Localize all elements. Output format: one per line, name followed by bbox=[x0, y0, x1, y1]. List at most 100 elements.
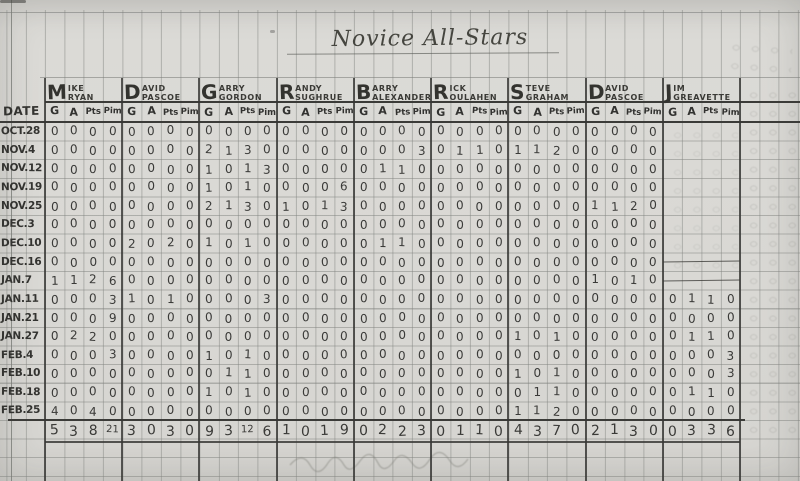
empty-cell bbox=[663, 234, 682, 253]
total-cell: 1 bbox=[450, 420, 469, 441]
stat-cell: 0 bbox=[373, 215, 392, 234]
stat-cell: 0 bbox=[45, 290, 64, 309]
stat-cell: 1 bbox=[547, 327, 566, 346]
player-first-name: ARRY bbox=[372, 84, 399, 93]
stat-value: 0 bbox=[552, 218, 561, 233]
stat-value: 0 bbox=[571, 253, 581, 269]
stat-cell: 0 bbox=[142, 197, 161, 216]
stat-cell: 0 bbox=[431, 122, 450, 141]
stat-value: 0 bbox=[707, 367, 715, 382]
stat-value: 0 bbox=[610, 142, 619, 157]
stat-cell: 1 bbox=[199, 383, 218, 402]
stat-value: 2 bbox=[205, 198, 213, 213]
stat-cell: 6 bbox=[335, 178, 354, 197]
stat-value: 0 bbox=[417, 347, 426, 362]
stat-value: 3 bbox=[340, 199, 349, 214]
stat-value: 0 bbox=[147, 385, 156, 401]
stat-value: 0 bbox=[224, 311, 233, 326]
stat-value: 1 bbox=[706, 292, 716, 307]
stat-cell: 0 bbox=[103, 159, 122, 178]
stat-value: 0 bbox=[127, 311, 136, 326]
stat-cell: 1 bbox=[508, 141, 527, 160]
stat-cell: 0 bbox=[392, 383, 411, 402]
stat-cell: 0 bbox=[315, 178, 334, 197]
stat-cell: 0 bbox=[277, 234, 296, 253]
stat-cell: 0 bbox=[84, 290, 103, 309]
stat-value: 0 bbox=[282, 346, 291, 362]
stat-cell: 0 bbox=[431, 327, 450, 346]
stat-cell: 0 bbox=[64, 308, 83, 327]
stat-value: 0 bbox=[359, 254, 368, 269]
stat-cell: 0 bbox=[528, 159, 547, 178]
stat-cell: 3 bbox=[103, 290, 122, 309]
stat-value: 0 bbox=[533, 123, 542, 138]
stat-value: 2 bbox=[166, 235, 175, 250]
stat-value: 0 bbox=[89, 311, 98, 326]
stat-cell: 0 bbox=[161, 197, 180, 216]
stat-cell: 0 bbox=[354, 327, 373, 346]
stat-value: 0 bbox=[533, 309, 542, 324]
stat-value: 0 bbox=[436, 309, 445, 324]
stat-value: 0 bbox=[591, 329, 600, 345]
stat-value: 0 bbox=[494, 348, 503, 363]
stat-cell: 0 bbox=[238, 271, 257, 290]
total-cell: 0 bbox=[431, 420, 450, 441]
stat-cell: 0 bbox=[605, 252, 624, 271]
stat-cell: 2 bbox=[547, 141, 566, 160]
stat-cell: 0 bbox=[335, 141, 354, 160]
stat-cell: 0 bbox=[257, 327, 276, 346]
total-cell: 3 bbox=[64, 420, 83, 441]
stat-cell: 0 bbox=[373, 252, 392, 271]
stat-value: 3 bbox=[243, 142, 252, 157]
stat-value: 0 bbox=[263, 385, 271, 400]
stat-cell: 0 bbox=[257, 197, 276, 216]
stat-cell: 0 bbox=[335, 215, 354, 234]
stat-cell: 0 bbox=[84, 159, 103, 178]
stat-header-pts: Pts bbox=[394, 106, 411, 118]
date-label: NOV.12 bbox=[0, 162, 43, 175]
stat-cell: 0 bbox=[64, 215, 83, 234]
stat-cell: 0 bbox=[624, 141, 643, 160]
stat-cell: 0 bbox=[470, 290, 489, 309]
stat-cell: 0 bbox=[566, 197, 585, 216]
stat-value: 0 bbox=[282, 403, 291, 418]
stat-value: 0 bbox=[571, 124, 580, 139]
stat-value: 0 bbox=[378, 273, 388, 289]
stat-value: 0 bbox=[533, 273, 542, 288]
stat-value: 0 bbox=[591, 143, 600, 158]
stat-cell: 0 bbox=[354, 178, 373, 197]
stat-value: 0 bbox=[243, 329, 252, 344]
stat-cell: 1 bbox=[450, 141, 469, 160]
stat-cell: 0 bbox=[412, 197, 431, 216]
stat-value: 0 bbox=[648, 422, 658, 439]
stat-value: 1 bbox=[398, 162, 407, 177]
stat-value: 0 bbox=[301, 216, 310, 231]
stat-cell: 0 bbox=[315, 346, 334, 365]
stat-cell: 0 bbox=[219, 383, 238, 402]
stat-cell: 0 bbox=[142, 401, 161, 420]
stat-cell: 0 bbox=[450, 197, 469, 216]
stat-value: 0 bbox=[50, 253, 59, 269]
player-initial: D bbox=[587, 79, 605, 105]
stat-value: 0 bbox=[629, 142, 638, 157]
stat-cell: 0 bbox=[277, 383, 296, 402]
stat-cell: 0 bbox=[489, 122, 508, 141]
stat-cell: 0 bbox=[392, 271, 411, 290]
stat-value: 0 bbox=[629, 402, 638, 418]
stat-value: 0 bbox=[417, 291, 426, 306]
stat-cell: 0 bbox=[528, 290, 547, 309]
player-initial: D bbox=[123, 79, 142, 105]
stat-cell: 0 bbox=[161, 215, 180, 234]
stat-value: 0 bbox=[166, 402, 175, 417]
stat-cell: 0 bbox=[586, 159, 605, 178]
stat-cell: 0 bbox=[277, 308, 296, 327]
stat-value: 2 bbox=[204, 141, 214, 157]
stat-cell: 0 bbox=[180, 141, 199, 160]
stat-value: 0 bbox=[127, 180, 136, 195]
stat-cell: 0 bbox=[354, 234, 373, 253]
stat-value: 2 bbox=[552, 404, 561, 419]
player-initial: B bbox=[355, 79, 372, 105]
stat-cell: 0 bbox=[64, 178, 83, 197]
stat-value: 0 bbox=[436, 198, 445, 213]
stat-value: 1 bbox=[50, 274, 59, 289]
